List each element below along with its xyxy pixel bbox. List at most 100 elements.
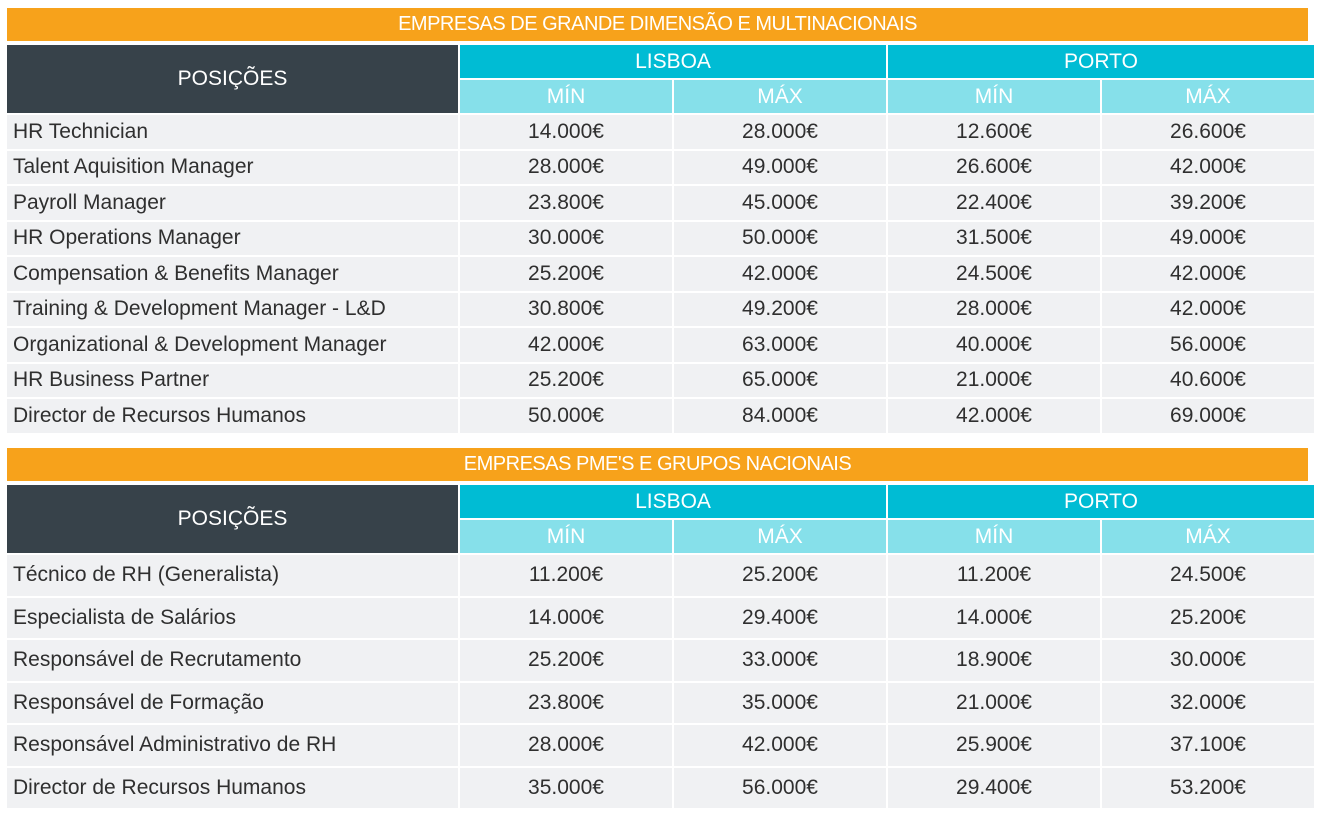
position-cell: Payroll Manager <box>7 186 458 220</box>
lisboa-min-cell: 25.200€ <box>460 363 672 397</box>
porto-min-cell: 14.000€ <box>888 597 1100 638</box>
position-cell: HR Operations Manager <box>7 221 458 255</box>
porto-max-cell: 37.100€ <box>1102 725 1315 766</box>
position-cell: Compensation & Benefits Manager <box>7 257 458 291</box>
porto-max-header: MÁX <box>1102 520 1315 553</box>
porto-max-cell: 24.500€ <box>1102 555 1315 596</box>
table-row: Talent Aquisition Manager 28.000€ 49.000… <box>7 150 1315 184</box>
porto-min-cell: 21.000€ <box>888 682 1100 723</box>
lisboa-min-cell: 30.000€ <box>460 221 672 255</box>
porto-max-cell: 49.000€ <box>1102 221 1315 255</box>
table-row: HR Technician 14.000€ 28.000€ 12.600€ 26… <box>7 115 1315 149</box>
porto-max-cell: 40.600€ <box>1102 363 1315 397</box>
table-row: Organizational & Development Manager 42.… <box>7 328 1315 362</box>
lisboa-header: LISBOA <box>460 45 886 78</box>
lisboa-header: LISBOA <box>460 485 886 518</box>
porto-header: PORTO <box>888 485 1315 518</box>
lisboa-min-cell: 14.000€ <box>460 115 672 149</box>
porto-min-cell: 40.000€ <box>888 328 1100 362</box>
porto-min-cell: 26.600€ <box>888 150 1100 184</box>
position-cell: Organizational & Development Manager <box>7 328 458 362</box>
position-cell: Training & Development Manager - L&D <box>7 292 458 326</box>
lisboa-max-cell: 50.000€ <box>674 221 886 255</box>
lisboa-min-cell: 11.200€ <box>460 555 672 596</box>
lisboa-min-cell: 23.800€ <box>460 186 672 220</box>
porto-max-cell: 25.200€ <box>1102 597 1315 638</box>
lisboa-min-cell: 42.000€ <box>460 328 672 362</box>
lisboa-max-cell: 49.000€ <box>674 150 886 184</box>
position-cell: Responsável de Recrutamento <box>7 640 458 681</box>
lisboa-max-header: MÁX <box>674 80 886 113</box>
lisboa-min-header: MÍN <box>460 80 672 113</box>
table-row: Training & Development Manager - L&D 30.… <box>7 292 1315 326</box>
table-row: Responsável Administrativo de RH 28.000€… <box>7 725 1315 766</box>
lisboa-min-cell: 14.000€ <box>460 597 672 638</box>
lisboa-max-cell: 63.000€ <box>674 328 886 362</box>
lisboa-max-cell: 28.000€ <box>674 115 886 149</box>
porto-max-cell: 56.000€ <box>1102 328 1315 362</box>
lisboa-max-cell: 35.000€ <box>674 682 886 723</box>
porto-max-cell: 53.200€ <box>1102 767 1315 808</box>
table-row: Especialista de Salários 14.000€ 29.400€… <box>7 597 1315 638</box>
porto-min-cell: 21.000€ <box>888 363 1100 397</box>
table-row: HR Business Partner 25.200€ 65.000€ 21.0… <box>7 363 1315 397</box>
salary-table-large-companies: EMPRESAS DE GRANDE DIMENSÃO E MULTINACIO… <box>7 8 1315 435</box>
table-row: Responsável de Recrutamento 25.200€ 33.0… <box>7 640 1315 681</box>
position-cell: Talent Aquisition Manager <box>7 150 458 184</box>
lisboa-max-cell: 25.200€ <box>674 555 886 596</box>
lisboa-min-header: MÍN <box>460 520 672 553</box>
porto-min-cell: 11.200€ <box>888 555 1100 596</box>
table-row: Payroll Manager 23.800€ 45.000€ 22.400€ … <box>7 186 1315 220</box>
lisboa-min-cell: 25.200€ <box>460 640 672 681</box>
porto-min-cell: 28.000€ <box>888 292 1100 326</box>
lisboa-max-cell: 45.000€ <box>674 186 886 220</box>
porto-min-header: MÍN <box>888 520 1100 553</box>
porto-max-cell: 30.000€ <box>1102 640 1315 681</box>
table-row: Director de Recursos Humanos 35.000€ 56.… <box>7 767 1315 808</box>
salary-table: POSIÇÕES LISBOA PORTO MÍN MÁX MÍN MÁX Té… <box>5 483 1316 810</box>
lisboa-max-header: MÁX <box>674 520 886 553</box>
position-cell: Responsável de Formação <box>7 682 458 723</box>
porto-min-cell: 12.600€ <box>888 115 1100 149</box>
position-cell: HR Technician <box>7 115 458 149</box>
positions-header: POSIÇÕES <box>7 485 458 553</box>
lisboa-max-cell: 84.000€ <box>674 399 886 433</box>
lisboa-min-cell: 23.800€ <box>460 682 672 723</box>
section-title: EMPRESAS DE GRANDE DIMENSÃO E MULTINACIO… <box>7 8 1308 41</box>
porto-min-cell: 24.500€ <box>888 257 1100 291</box>
porto-max-cell: 26.600€ <box>1102 115 1315 149</box>
table-row: Técnico de RH (Generalista) 11.200€ 25.2… <box>7 555 1315 596</box>
section-title: EMPRESAS PME'S E GRUPOS NACIONAIS <box>7 448 1308 481</box>
lisboa-min-cell: 30.800€ <box>460 292 672 326</box>
lisboa-min-cell: 35.000€ <box>460 767 672 808</box>
porto-min-cell: 31.500€ <box>888 221 1100 255</box>
lisboa-max-cell: 49.200€ <box>674 292 886 326</box>
porto-header: PORTO <box>888 45 1315 78</box>
table-row: HR Operations Manager 30.000€ 50.000€ 31… <box>7 221 1315 255</box>
lisboa-min-cell: 28.000€ <box>460 150 672 184</box>
position-cell: Director de Recursos Humanos <box>7 399 458 433</box>
salary-table-sme-companies: EMPRESAS PME'S E GRUPOS NACIONAIS POSIÇÕ… <box>7 448 1315 810</box>
porto-min-header: MÍN <box>888 80 1100 113</box>
porto-min-cell: 18.900€ <box>888 640 1100 681</box>
porto-max-cell: 42.000€ <box>1102 292 1315 326</box>
porto-min-cell: 25.900€ <box>888 725 1100 766</box>
position-cell: Director de Recursos Humanos <box>7 767 458 808</box>
porto-max-header: MÁX <box>1102 80 1315 113</box>
position-cell: HR Business Partner <box>7 363 458 397</box>
lisboa-max-cell: 42.000€ <box>674 257 886 291</box>
position-cell: Especialista de Salários <box>7 597 458 638</box>
table-row: Responsável de Formação 23.800€ 35.000€ … <box>7 682 1315 723</box>
position-cell: Responsável Administrativo de RH <box>7 725 458 766</box>
table-row: Director de Recursos Humanos 50.000€ 84.… <box>7 399 1315 433</box>
lisboa-min-cell: 25.200€ <box>460 257 672 291</box>
lisboa-min-cell: 28.000€ <box>460 725 672 766</box>
porto-max-cell: 42.000€ <box>1102 257 1315 291</box>
porto-max-cell: 32.000€ <box>1102 682 1315 723</box>
lisboa-min-cell: 50.000€ <box>460 399 672 433</box>
porto-min-cell: 29.400€ <box>888 767 1100 808</box>
salary-table: POSIÇÕES LISBOA PORTO MÍN MÁX MÍN MÁX HR… <box>5 43 1316 435</box>
positions-header: POSIÇÕES <box>7 45 458 113</box>
porto-max-cell: 69.000€ <box>1102 399 1315 433</box>
table-row: Compensation & Benefits Manager 25.200€ … <box>7 257 1315 291</box>
